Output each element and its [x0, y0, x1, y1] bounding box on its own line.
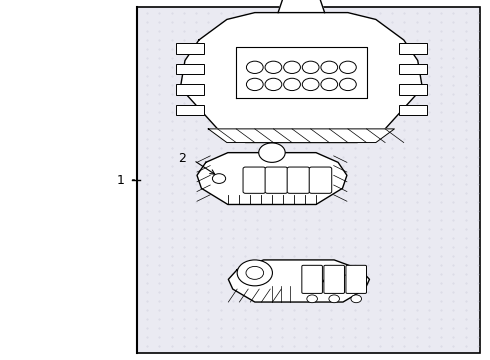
Circle shape — [329, 295, 340, 303]
FancyBboxPatch shape — [175, 64, 204, 74]
Circle shape — [265, 78, 282, 91]
Polygon shape — [228, 260, 369, 302]
FancyBboxPatch shape — [287, 167, 310, 193]
Polygon shape — [236, 47, 367, 98]
Polygon shape — [278, 0, 324, 13]
FancyBboxPatch shape — [346, 265, 367, 293]
Circle shape — [302, 61, 319, 73]
Circle shape — [259, 143, 285, 162]
Circle shape — [284, 61, 300, 73]
FancyBboxPatch shape — [399, 85, 427, 95]
FancyBboxPatch shape — [309, 167, 332, 193]
FancyBboxPatch shape — [399, 64, 427, 74]
Polygon shape — [208, 129, 394, 143]
Polygon shape — [180, 13, 422, 143]
FancyBboxPatch shape — [265, 167, 288, 193]
Circle shape — [213, 174, 226, 184]
FancyBboxPatch shape — [302, 265, 322, 293]
Text: 2: 2 — [178, 152, 186, 165]
FancyBboxPatch shape — [137, 7, 480, 353]
FancyBboxPatch shape — [175, 105, 204, 115]
Circle shape — [321, 61, 338, 73]
FancyBboxPatch shape — [243, 167, 266, 193]
Text: 3: 3 — [355, 267, 363, 280]
FancyBboxPatch shape — [175, 44, 204, 54]
FancyBboxPatch shape — [324, 265, 344, 293]
Circle shape — [284, 78, 300, 91]
FancyBboxPatch shape — [399, 105, 427, 115]
Circle shape — [302, 78, 319, 91]
Circle shape — [340, 61, 356, 73]
FancyBboxPatch shape — [399, 44, 427, 54]
Circle shape — [246, 61, 263, 73]
FancyBboxPatch shape — [175, 85, 204, 95]
Circle shape — [246, 78, 263, 91]
Polygon shape — [197, 153, 347, 204]
Circle shape — [265, 61, 282, 73]
Text: 1: 1 — [117, 174, 125, 186]
Circle shape — [351, 295, 362, 303]
Circle shape — [307, 295, 318, 303]
Circle shape — [237, 260, 272, 286]
Circle shape — [321, 78, 338, 91]
Circle shape — [340, 78, 356, 91]
